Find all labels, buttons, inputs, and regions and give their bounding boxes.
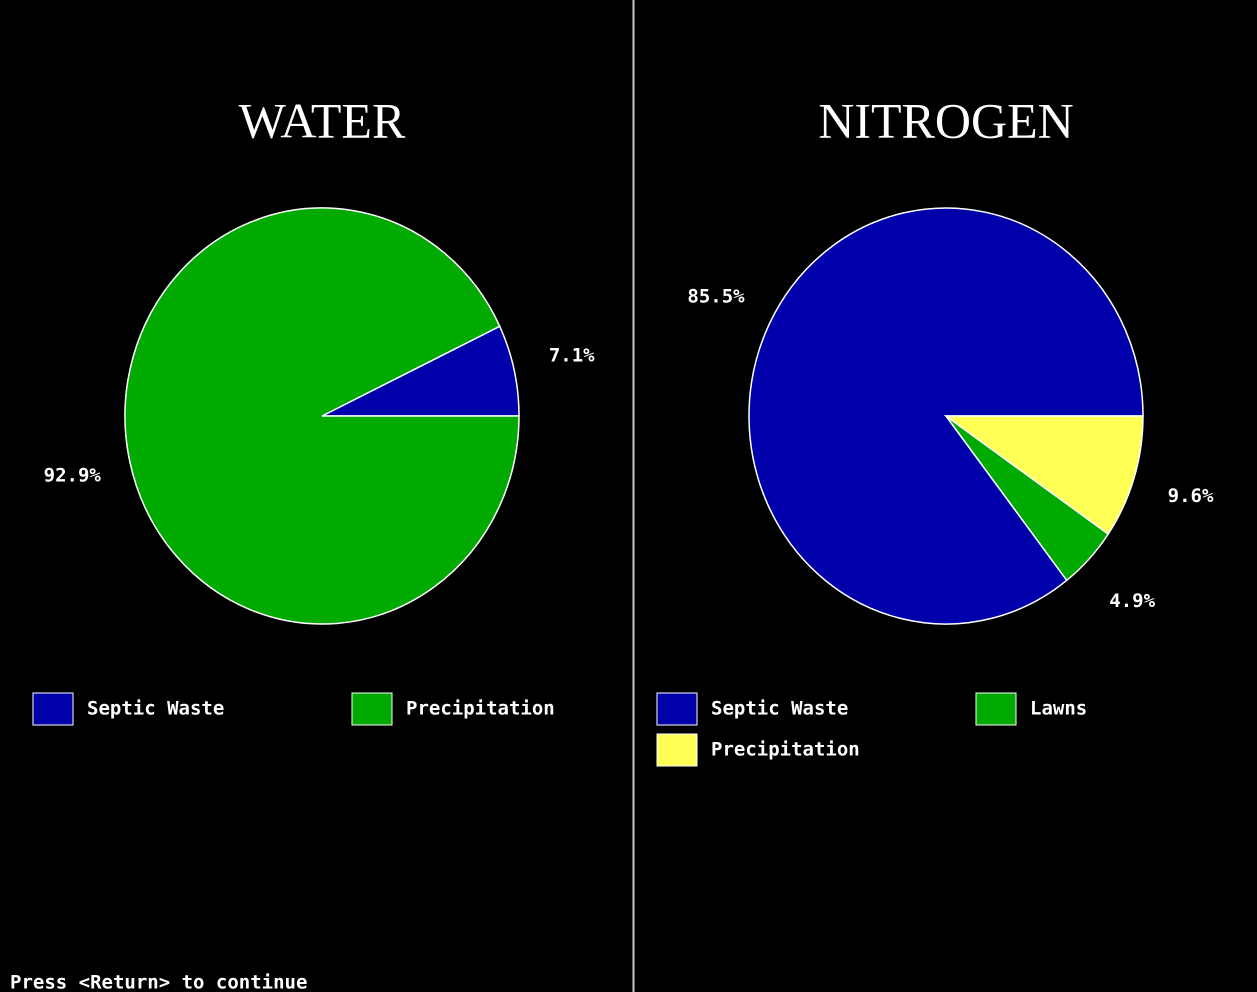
chart-title: NITROGEN [818,92,1074,148]
legend-swatch [975,692,1017,726]
pie-slice [124,207,520,625]
continue-prompt: Press <Return> to continue [10,972,307,992]
legend-swatch [32,692,74,726]
legend-label: Septic Waste [87,698,224,720]
legend-label: Precipitation [406,698,555,720]
pie-slice [943,415,1144,536]
chart-title: WATER [239,92,406,148]
slice-label: 4.9% [1109,590,1155,612]
slice-label: 9.6% [1168,485,1214,507]
legend-label: Septic Waste [711,698,848,720]
legend-label: Lawns [1030,698,1087,720]
legend-label: Precipitation [711,739,860,761]
legend-swatch [351,692,393,726]
legend-swatch [656,692,698,726]
slice-label: 92.9% [44,464,102,486]
legend-swatch [656,733,698,767]
slice-label: 7.1% [549,345,595,367]
slice-label: 85.5% [687,286,745,308]
